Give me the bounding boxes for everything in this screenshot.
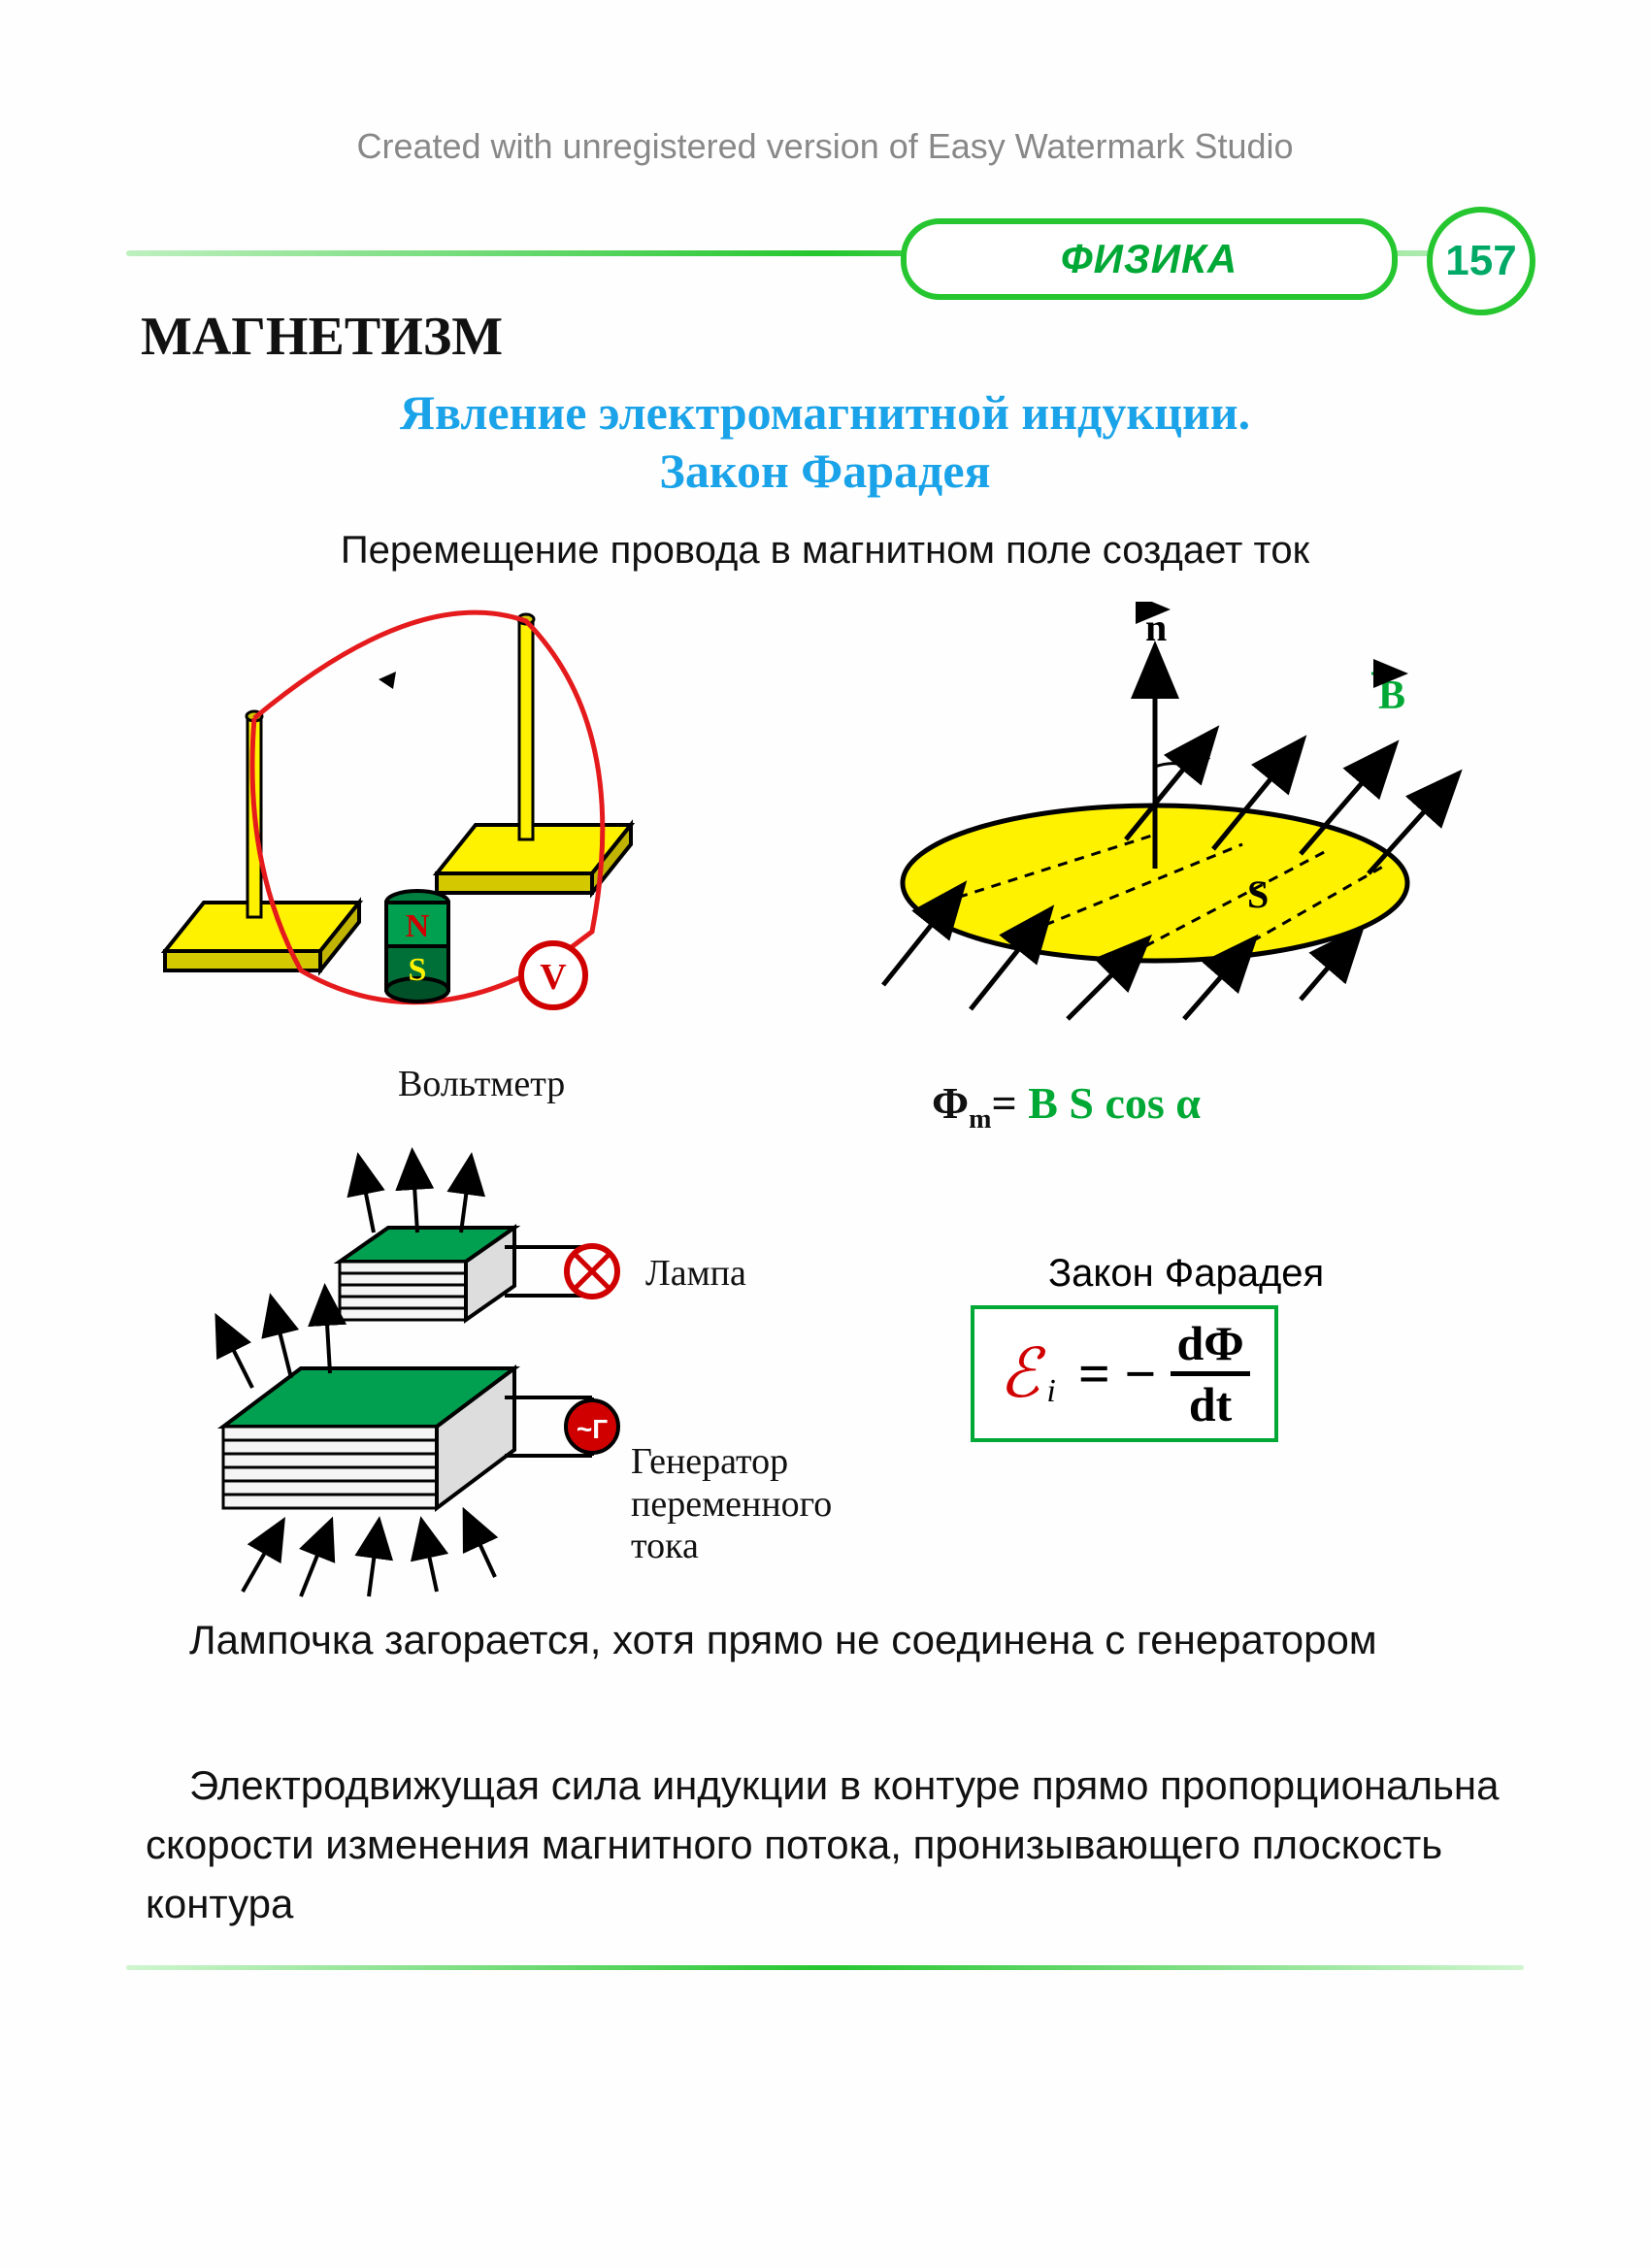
emf-symbol: ℰ <box>999 1333 1040 1414</box>
gen-l1: Генератор <box>631 1441 788 1482</box>
title-line-1: Явление электромагнитной индукции. <box>400 385 1250 440</box>
svg-text:V: V <box>540 957 567 998</box>
fraction-bottom: dt <box>1189 1376 1232 1429</box>
watermark-text: Created with unregistered version of Eas… <box>0 126 1650 167</box>
flux-diagram: α n B S <box>864 602 1485 1087</box>
voltmeter-diagram: V N S <box>126 592 806 1097</box>
formula-rhs: B S cos α <box>1028 1078 1201 1128</box>
svg-text:~Г: ~Г <box>577 1414 608 1444</box>
phi-sub: m <box>969 1104 991 1134</box>
svg-text:n: n <box>1145 606 1167 649</box>
bottom-rule <box>126 1965 1524 1970</box>
svg-text:α: α <box>1194 731 1211 767</box>
paragraph-1: Лампочка загорается, хотя прямо не соеди… <box>146 1611 1504 1670</box>
lamp-label: Лампа <box>645 1252 746 1295</box>
emf-sub: i <box>1046 1373 1055 1410</box>
page-root: Created with unregistered version of Eas… <box>0 0 1650 2268</box>
generator-label: Генератор переменного тока <box>631 1441 832 1568</box>
svg-text:S: S <box>409 952 427 988</box>
flux-formula: Φm= B S cos α <box>932 1077 1201 1135</box>
subject-label: ФИЗИКА <box>1061 236 1238 282</box>
paragraph-2: Электродвижущая сила индукции в контуре … <box>146 1757 1504 1934</box>
equals-minus: = − <box>1078 1341 1157 1406</box>
svg-text:S: S <box>1247 872 1269 916</box>
lead-text: Перемещение провода в магнитном поле соз… <box>0 529 1650 573</box>
voltmeter-label: Вольтметр <box>398 1063 565 1105</box>
faraday-title: Закон Фарадея <box>1048 1252 1324 1296</box>
diagram-area: V N S Вольтметр <box>126 592 1524 1553</box>
page-number-circle: 157 <box>1427 207 1535 315</box>
page-number: 157 <box>1445 237 1516 285</box>
gen-l3: тока <box>631 1526 699 1566</box>
title-line-2: Закон Фарадея <box>659 444 990 498</box>
svg-text:B: B <box>1378 674 1405 718</box>
topic-title: Явление электромагнитной индукции. Закон… <box>0 383 1650 500</box>
faraday-box: ℰ i = − dΦ dt <box>971 1305 1278 1442</box>
gen-l2: переменного <box>631 1484 832 1525</box>
fraction: dΦ dt <box>1171 1319 1249 1429</box>
fraction-top: dΦ <box>1171 1319 1249 1376</box>
phi-symbol: Φ <box>932 1078 969 1128</box>
svg-text:N: N <box>406 908 430 944</box>
section-heading: МАГНЕТИЗМ <box>141 306 503 368</box>
subject-pill: ФИЗИКА <box>901 218 1398 300</box>
